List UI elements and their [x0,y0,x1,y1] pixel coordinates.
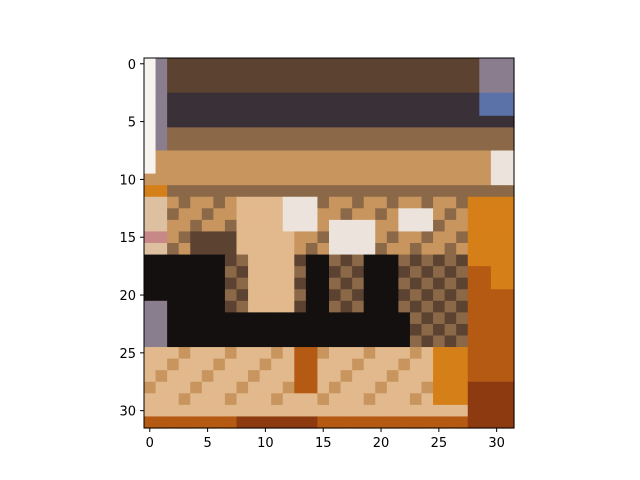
y-axis-ticks: 0 5 10 15 20 25 30 [119,58,144,420]
x-tick-label: 20 [373,436,390,451]
x-tick-label: 10 [257,436,274,451]
x-tick-label: 5 [203,436,211,451]
y-tick-label: 10 [119,173,136,188]
x-tick-label: 30 [488,436,505,451]
x-tick-label: 15 [315,436,332,451]
y-tick-label: 25 [119,347,136,362]
x-tick-label: 25 [431,436,448,451]
y-tick-label: 5 [128,116,136,131]
x-axis-ticks: 0 5 10 15 20 25 30 [146,428,505,451]
x-tick-label: 0 [146,436,154,451]
y-tick-label: 20 [119,289,136,304]
y-tick-label: 0 [128,58,136,73]
y-tick-label: 15 [119,231,136,246]
y-tick-label: 30 [119,405,136,420]
pixel-image [144,58,515,429]
